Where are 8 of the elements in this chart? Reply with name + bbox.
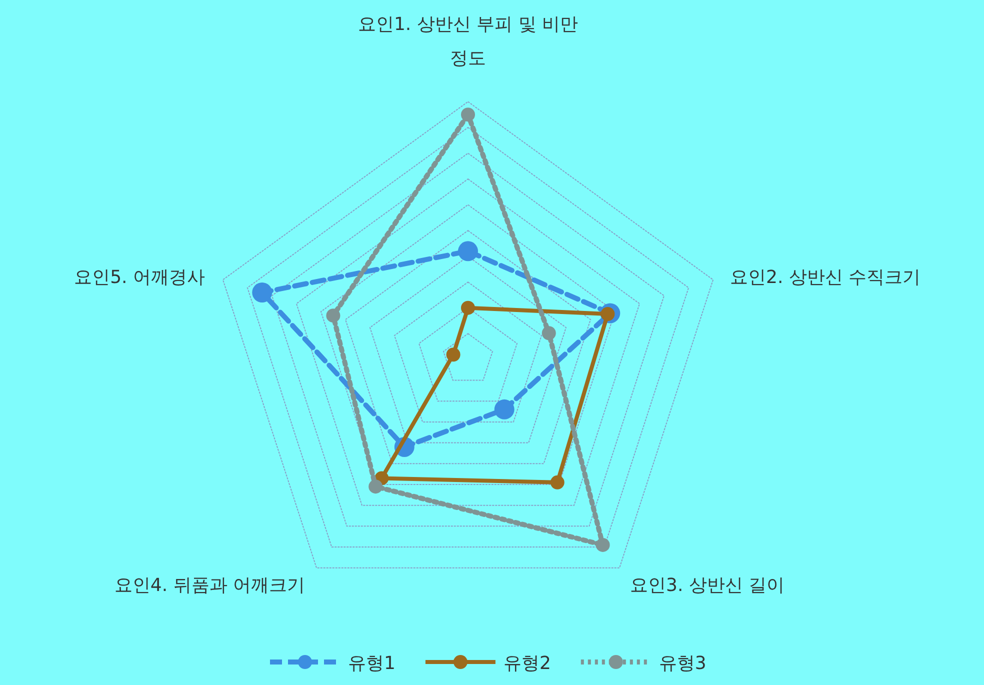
legend-label: 유형1 bbox=[348, 653, 396, 674]
legend-label: 유형2 bbox=[503, 653, 551, 674]
spoke-label: 요인2. 상반신 수직크기 bbox=[730, 267, 921, 288]
spoke-label: 요인4. 뒤품과 어깨크기 bbox=[114, 575, 305, 596]
spoke-label: 요인3. 상반신 길이 bbox=[630, 575, 785, 596]
spoke-label: 요인1. 상반신 부피 및 비만 정도 bbox=[358, 14, 578, 69]
legend-label: 유형3 bbox=[658, 653, 706, 674]
spoke-label: 요인5. 어깨경사 bbox=[74, 267, 205, 288]
